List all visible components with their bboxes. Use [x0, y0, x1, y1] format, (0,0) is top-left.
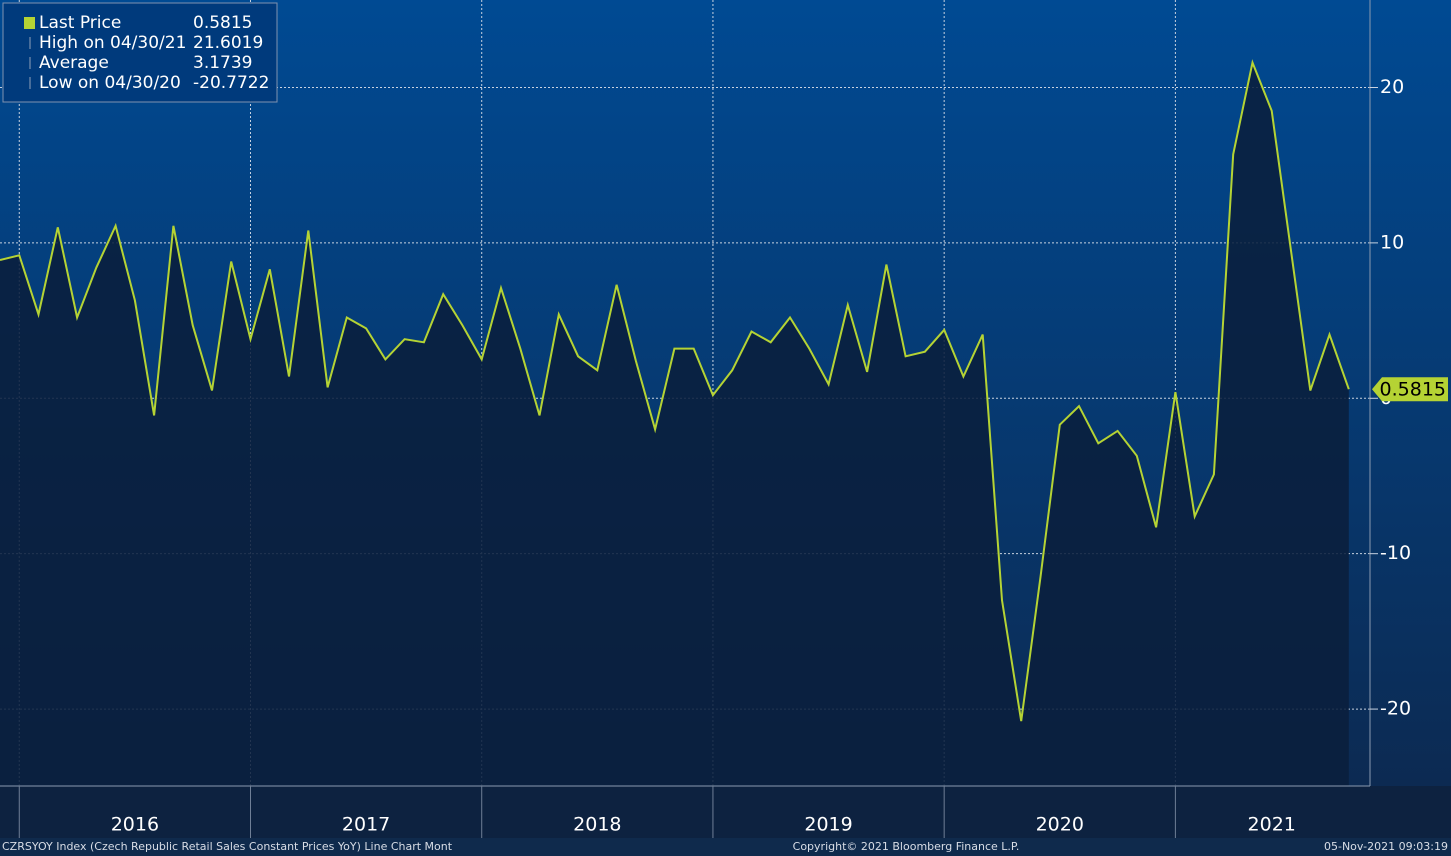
legend-value: 3.1739	[193, 53, 252, 73]
legend-label: High on 04/30/21	[39, 33, 186, 53]
area	[0, 62, 1349, 787]
legend-box	[2, 2, 278, 103]
footer-title: CZRSYOY Index (Czech Republic Retail Sal…	[2, 840, 453, 853]
footer-band	[0, 838, 1451, 856]
x-tick-label: 2016	[111, 814, 159, 836]
copyright: Copyright© 2021 Bloomberg Finance L.P.	[793, 840, 1020, 853]
y-tick-label: -20	[1380, 698, 1411, 720]
x-tick-label: 2018	[573, 814, 621, 836]
y-tick-label: 10	[1380, 231, 1404, 253]
y-tick-label: 20	[1380, 76, 1404, 98]
x-tick-label: 2021	[1248, 814, 1296, 836]
legend-value: 21.6019	[193, 33, 263, 53]
plot	[0, 0, 1370, 787]
last-price-badge	[1372, 377, 1448, 402]
legend-value: 0.5815	[193, 13, 252, 33]
y-tick-label: -10	[1380, 542, 1411, 564]
line	[0, 59, 1350, 722]
x-tick-label: 2017	[342, 814, 390, 836]
legend-label: Last Price	[39, 13, 121, 33]
x-tick-label: 2019	[804, 814, 852, 836]
timestamp: 05-Nov-2021 09:03:19	[1324, 840, 1448, 853]
legend-label: Average	[39, 53, 109, 73]
legend-value: -20.7722	[193, 73, 269, 93]
x-axis-band	[0, 786, 1451, 838]
last-price-label: 0.5815	[1380, 379, 1446, 401]
legend-swatch	[24, 17, 35, 29]
legend-label: Low on 04/30/20	[39, 73, 181, 93]
x-tick-label: 2020	[1036, 814, 1084, 836]
legend: Last Price 0.5815 High on 04/30/21 21.6019 A…	[2, 2, 278, 103]
